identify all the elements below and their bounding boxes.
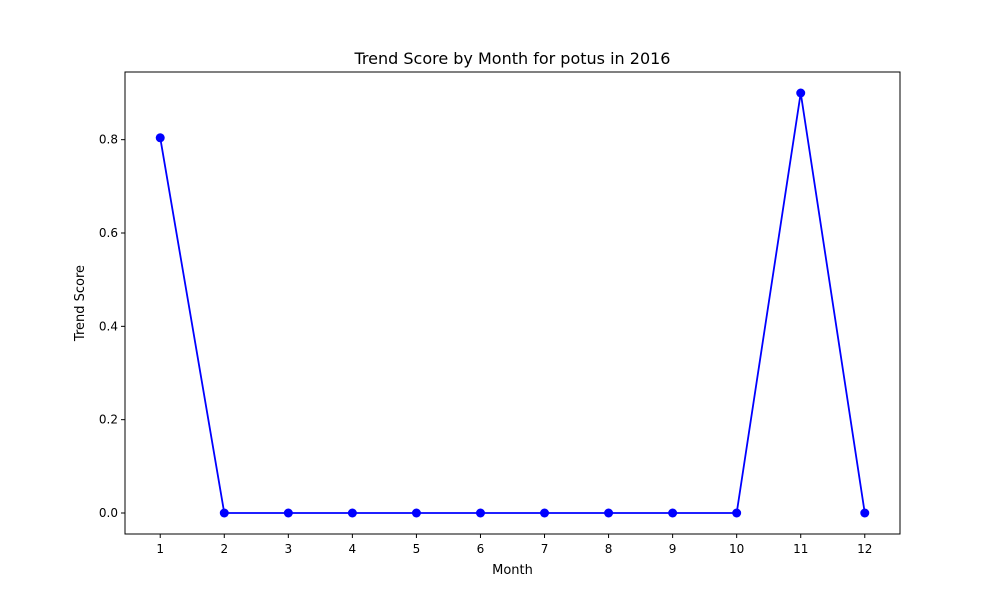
x-tick-label: 9 [669,542,677,556]
plot-content [155,88,870,518]
data-point-marker [540,508,550,518]
x-tick-label: 12 [857,542,872,556]
x-tick-label: 7 [541,542,549,556]
data-point-marker [604,508,614,518]
x-tick-label: 5 [413,542,421,556]
data-point-marker [732,508,742,518]
x-tick-label: 3 [285,542,293,556]
data-point-marker [155,133,165,143]
y-tick-label: 0.0 [99,506,118,520]
data-point-marker [668,508,678,518]
x-tick-label: 4 [349,542,357,556]
plot-frame [124,71,901,535]
data-point-marker [475,508,485,518]
x-axis-ticks: 1 2 3 4 5 6 7 8 9 10 11 12 [156,534,872,556]
y-axis-label: Trend Score [73,265,88,342]
x-tick-label: 10 [729,542,744,556]
data-point-marker [219,508,229,518]
data-point-marker [796,88,806,98]
x-tick-label: 6 [477,542,485,556]
x-axis-label: Month [492,563,533,578]
data-point-marker [411,508,421,518]
data-point-marker [860,508,870,518]
x-tick-label: 1 [156,542,164,556]
y-tick-label: 0.4 [99,319,118,333]
y-tick-label: 0.8 [99,133,118,147]
y-tick-label: 0.2 [99,413,118,427]
y-tick-label: 0.6 [99,226,118,240]
x-tick-label: 2 [220,542,228,556]
series-line [159,92,866,514]
data-point-marker [283,508,293,518]
x-tick-label: 8 [605,542,613,556]
data-point-marker [347,508,357,518]
chart-title: Trend Score by Month for potus in 2016 [354,49,671,68]
x-tick-label: 11 [793,542,808,556]
y-axis-ticks: 0.0 0.2 0.4 0.6 0.8 [99,133,125,520]
